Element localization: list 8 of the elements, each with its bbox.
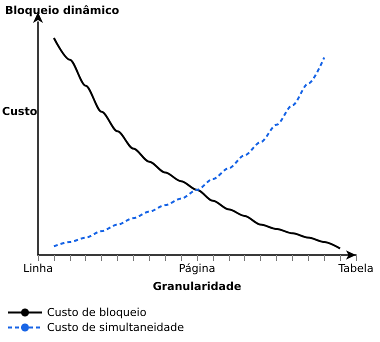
legend-label: Custo de simultaneidade [47, 321, 184, 334]
legend-label: Custo de bloqueio [47, 306, 147, 319]
x-tick-label: Página [178, 262, 216, 275]
x-tick-label: Tabela [337, 262, 374, 275]
x-tick-label: Linha [23, 262, 53, 275]
x-axis-title: Granularidade [152, 280, 242, 293]
chart-title: Bloqueio dinâmico [5, 4, 120, 17]
y-axis-title: Custo [2, 105, 38, 118]
